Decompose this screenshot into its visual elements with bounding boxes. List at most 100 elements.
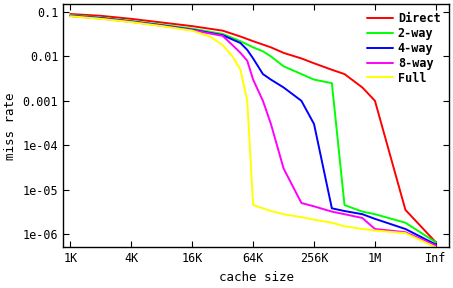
4-way	[433, 243, 439, 246]
Direct	[342, 72, 347, 76]
4-way	[189, 28, 195, 31]
2-way	[403, 221, 408, 224]
Full	[260, 206, 265, 210]
Direct	[329, 68, 335, 71]
8-way	[238, 51, 243, 55]
Direct	[189, 24, 195, 28]
Full	[129, 20, 134, 24]
4-way	[299, 99, 304, 103]
8-way	[342, 213, 347, 216]
2-way	[260, 50, 265, 53]
4-way	[251, 57, 256, 60]
2-way	[159, 23, 164, 26]
8-way	[433, 244, 439, 247]
Line: Full: Full	[70, 16, 436, 247]
Line: 4-way: 4-way	[70, 16, 436, 245]
Direct	[220, 29, 226, 32]
Line: 2-way: 2-way	[70, 15, 436, 242]
Full	[433, 246, 439, 249]
Full	[299, 215, 304, 219]
Full	[372, 229, 378, 232]
8-way	[329, 210, 335, 213]
2-way	[360, 210, 365, 213]
2-way	[311, 78, 317, 81]
8-way	[245, 59, 250, 62]
2-way	[342, 203, 347, 207]
Direct	[299, 57, 304, 60]
2-way	[251, 46, 256, 49]
Full	[403, 231, 408, 235]
Legend: Direct, 2-way, 4-way, 8-way, Full: Direct, 2-way, 4-way, 8-way, Full	[365, 10, 443, 87]
4-way	[67, 14, 73, 18]
Full	[360, 227, 365, 231]
Full	[98, 17, 104, 21]
Direct	[372, 99, 378, 103]
8-way	[260, 99, 265, 103]
8-way	[129, 20, 134, 24]
Full	[189, 29, 195, 32]
4-way	[98, 16, 104, 20]
2-way	[433, 241, 439, 244]
2-way	[329, 82, 335, 85]
8-way	[372, 227, 378, 231]
Full	[159, 24, 164, 28]
Direct	[159, 21, 164, 24]
Direct	[403, 208, 408, 212]
Line: Direct: Direct	[70, 14, 436, 242]
Full	[207, 35, 213, 38]
Line: 8-way: 8-way	[70, 16, 436, 246]
X-axis label: cache size: cache size	[218, 271, 294, 284]
Direct	[98, 14, 104, 18]
8-way	[159, 24, 164, 27]
Full	[311, 218, 317, 221]
4-way	[403, 227, 408, 231]
Full	[230, 55, 235, 58]
Direct	[311, 62, 317, 65]
Direct	[251, 39, 256, 43]
Full	[220, 43, 226, 47]
Direct	[433, 241, 439, 244]
2-way	[67, 14, 73, 17]
Direct	[238, 35, 243, 38]
4-way	[268, 78, 274, 81]
Direct	[360, 86, 365, 89]
2-way	[281, 65, 286, 68]
4-way	[372, 217, 378, 221]
8-way	[281, 167, 286, 170]
2-way	[268, 55, 274, 58]
Direct	[129, 17, 134, 21]
8-way	[230, 43, 235, 47]
Full	[251, 203, 256, 207]
Y-axis label: miss rate: miss rate	[4, 92, 17, 160]
4-way	[238, 41, 243, 45]
8-way	[220, 34, 226, 38]
2-way	[220, 32, 226, 36]
Full	[268, 209, 274, 213]
Full	[238, 68, 243, 71]
Direct	[67, 12, 73, 16]
2-way	[238, 39, 243, 43]
2-way	[98, 16, 104, 19]
2-way	[129, 19, 134, 23]
4-way	[159, 24, 164, 27]
Full	[67, 15, 73, 18]
Direct	[268, 46, 274, 49]
4-way	[281, 86, 286, 89]
4-way	[342, 209, 347, 213]
8-way	[360, 216, 365, 220]
8-way	[311, 205, 317, 208]
Full	[342, 225, 347, 228]
8-way	[403, 230, 408, 234]
Full	[281, 213, 286, 216]
2-way	[189, 27, 195, 31]
2-way	[299, 72, 304, 76]
4-way	[329, 206, 335, 210]
Full	[245, 99, 250, 103]
Full	[329, 221, 335, 224]
8-way	[299, 201, 304, 205]
8-way	[251, 78, 256, 81]
8-way	[98, 17, 104, 20]
4-way	[220, 33, 226, 37]
8-way	[268, 122, 274, 126]
8-way	[67, 14, 73, 18]
